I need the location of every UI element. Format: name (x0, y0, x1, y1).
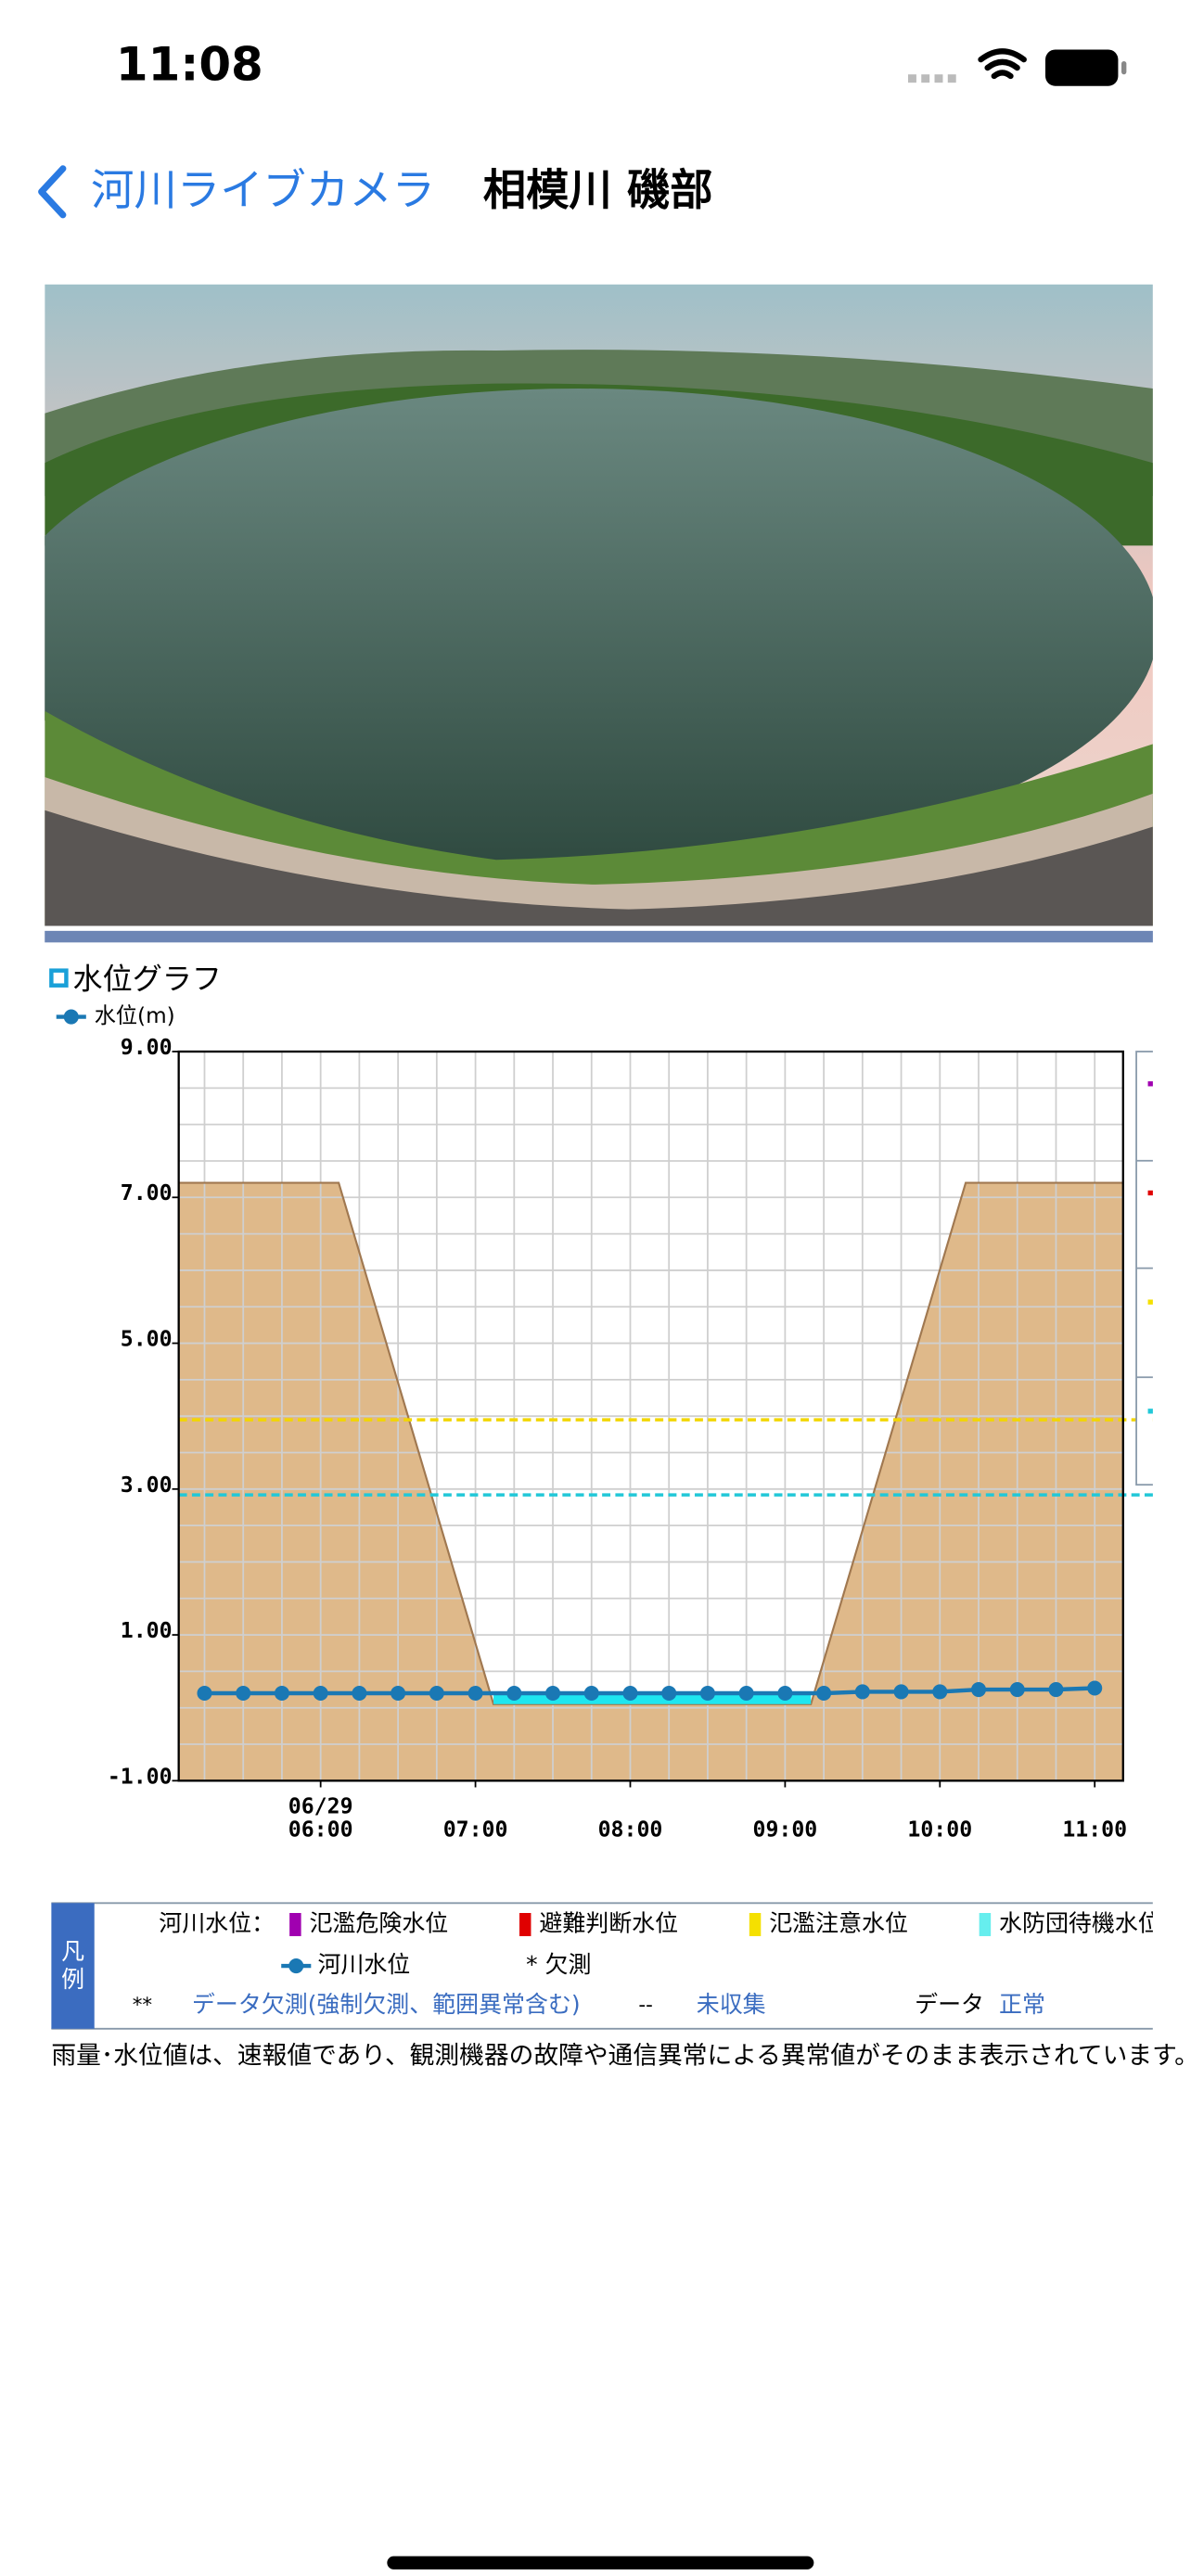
x-tick-label: 11:00 (1062, 1817, 1127, 1842)
series-marker (970, 1682, 987, 1698)
series-marker (1048, 1682, 1064, 1698)
series-marker (854, 1684, 870, 1700)
series-marker (467, 1685, 483, 1702)
y-tick-label: 3.00 (121, 1473, 173, 1498)
series-marker (777, 1685, 793, 1702)
series-marker (545, 1685, 561, 1702)
plot-frame (177, 1050, 1124, 1782)
x-tick-label: 06:00 (288, 1817, 353, 1842)
home-indicator (387, 2556, 814, 2570)
series-marker (236, 1685, 251, 1702)
legend-code-text: データ欠測(強制欠測、範囲異常含む) (192, 1991, 581, 2018)
legend-level: 氾濫危険水位 (310, 1909, 449, 1936)
legend-code-text: 正常 (999, 1991, 1045, 2018)
legend-level: 水防団待機水位 (999, 1909, 1161, 1936)
series-marker (197, 1685, 212, 1702)
x-date-label: 06/29 (288, 1793, 353, 1818)
legend-swatch (289, 1912, 301, 1936)
plot: -1.00 1.00 3.00 5.00 7.00 9.00 06:00 07:00 08:00… (108, 1035, 1153, 1842)
legend-level: 氾濫注意水位 (769, 1909, 908, 1936)
y-tick-label: 9.00 (121, 1035, 173, 1060)
battery-icon (1044, 49, 1127, 86)
y-tick-label: 7.00 (121, 1180, 173, 1205)
series-marker (583, 1685, 599, 1702)
legend-swatch (519, 1912, 531, 1936)
legend-code: データ (915, 1991, 984, 2018)
series-marker (391, 1685, 406, 1702)
series-marker (313, 1685, 328, 1702)
note: 雨量･水位値は、速報値であり、観測機器の故障や通信異常による異常値がそのまま表示… (51, 2042, 1191, 2071)
legend-label-cell (51, 1903, 95, 2029)
x-tick-label: 07:00 (443, 1817, 508, 1842)
series-marker (352, 1685, 367, 1702)
status-time: 11:08 (116, 38, 263, 92)
legend-marker (63, 1009, 79, 1025)
legend-river: 河川水位 (317, 1951, 410, 1978)
series-legend: 水位(m) (56, 1003, 175, 1028)
signal-icon (907, 74, 956, 83)
wifi-icon (978, 48, 1027, 80)
nav-title: 相模川 磯部 (483, 165, 713, 215)
legend-swatch (749, 1912, 762, 1936)
series-marker (738, 1685, 754, 1702)
series-marker (1087, 1680, 1103, 1696)
series-marker (661, 1685, 677, 1702)
heading-icon (49, 968, 69, 988)
series-marker (699, 1685, 715, 1702)
back-button[interactable]: 河川ライブカメラ (91, 165, 435, 215)
series-marker (429, 1685, 444, 1702)
water-area (493, 1692, 812, 1704)
graph-heading: 水位グラフ (73, 961, 222, 996)
legend-missing: * 欠測 (526, 1951, 591, 1978)
x-tick-label: 08:00 (598, 1817, 663, 1842)
back-chevron[interactable] (38, 165, 67, 219)
series-marker (893, 1684, 909, 1700)
series-marker (816, 1685, 832, 1702)
legend-label: 水位(m) (95, 1003, 175, 1028)
series-marker (274, 1685, 289, 1702)
legend-code: ** (133, 1994, 153, 2017)
camera-image (45, 284, 1153, 926)
series-marker (622, 1685, 638, 1702)
y-tick-label: 5.00 (121, 1326, 173, 1351)
x-tick-label: 09:00 (753, 1817, 818, 1842)
terrain-area (178, 1182, 1123, 1781)
legend-code-text: 未収集 (697, 1991, 766, 2018)
legend-marker (288, 1958, 304, 1974)
y-tick-label: -1.00 (108, 1764, 173, 1789)
x-tick-label: 10:00 (907, 1817, 972, 1842)
side-legend (1135, 1051, 1153, 1486)
image-divider (45, 930, 1153, 943)
legend-heading: 河川水位： (159, 1909, 275, 1936)
legend-level: 避難判断水位 (539, 1909, 678, 1936)
y-tick-label: 1.00 (121, 1618, 173, 1643)
series-marker (506, 1685, 522, 1702)
legend-table: 凡例 河川水位： 河川水位 * 欠測 氾濫危険水位 避難判断水位 氾濫注意水位 水防団… (51, 1902, 1161, 2030)
legend-label-text: 凡例 (61, 1938, 84, 1993)
series-marker (1009, 1682, 1025, 1698)
legend-code: -- (638, 1994, 652, 2017)
series-marker (932, 1684, 948, 1700)
legend-swatch (979, 1912, 992, 1936)
